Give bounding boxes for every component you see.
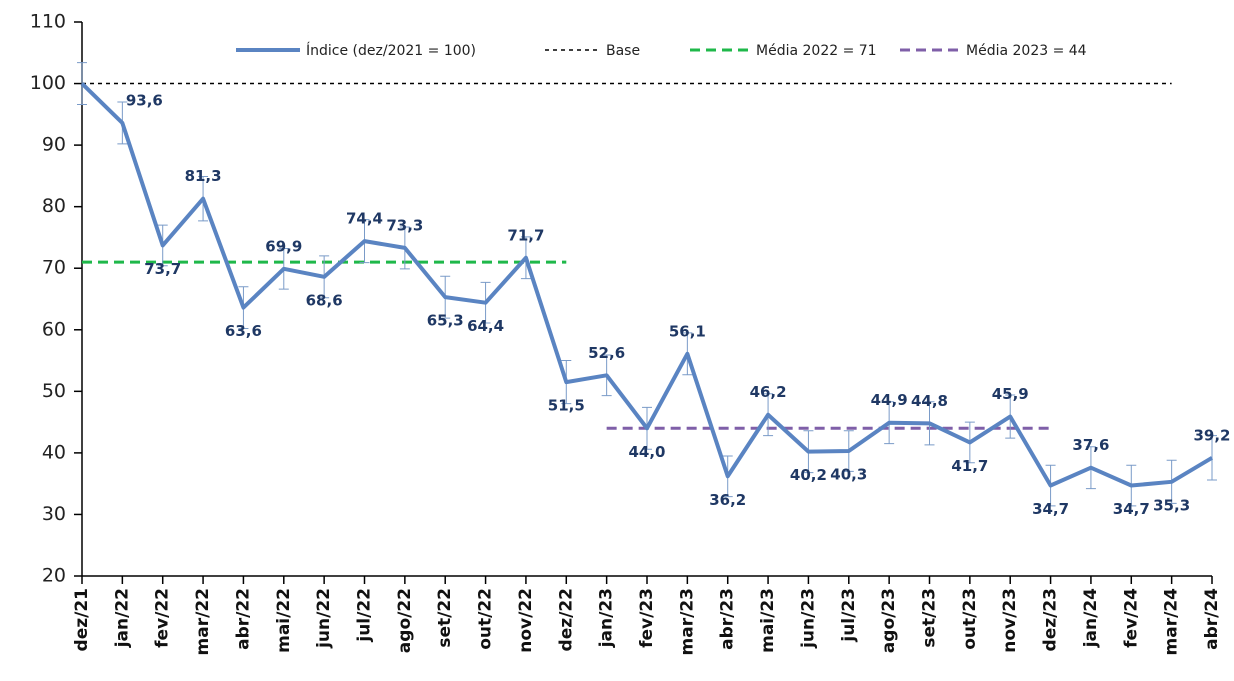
x-tick-label: abr/24 [1202, 588, 1222, 650]
data-line [80, 82, 1214, 488]
value-label: 39,2 [1193, 426, 1230, 444]
x-tick-label: dez/23 [1041, 588, 1061, 651]
y-tick-label: 20 [42, 565, 66, 587]
x-tick-label: abr/23 [718, 588, 738, 650]
value-label: 52,6 [588, 344, 625, 362]
value-label: 51,5 [548, 397, 585, 415]
y-tick-label: 40 [42, 441, 66, 463]
x-tick-label: nov/23 [1000, 588, 1020, 653]
value-label: 41,7 [951, 457, 988, 475]
x-tick-label: fev/24 [1121, 588, 1141, 648]
x-tick-label: dez/22 [556, 588, 576, 651]
x-tick-label: mai/22 [274, 588, 294, 653]
y-tick-label: 70 [42, 257, 66, 279]
value-label: 63,6 [225, 322, 262, 340]
x-tick-label: jan/23 [597, 588, 617, 648]
y-tick-label: 110 [30, 11, 66, 33]
legend-label: Média 2022 = 71 [756, 43, 877, 59]
value-label: 45,9 [992, 385, 1029, 403]
x-tick-label: fev/23 [637, 588, 657, 648]
value-label: 74,4 [346, 210, 383, 228]
y-tick-label: 30 [42, 503, 66, 525]
x-tick-label: out/22 [476, 588, 496, 650]
x-tick-label: set/23 [920, 588, 940, 648]
value-label: 35,3 [1153, 496, 1190, 514]
value-label: 69,9 [265, 237, 302, 255]
y-tick-label: 80 [42, 195, 66, 217]
legend-label: Base [606, 43, 640, 59]
x-tick-label: mar/22 [193, 588, 213, 655]
value-label: 68,6 [306, 291, 343, 309]
error-bar [1207, 435, 1217, 481]
x-tick-label: set/22 [435, 588, 455, 648]
value-label: 73,7 [144, 260, 181, 278]
y-tick-label: 50 [42, 380, 66, 402]
x-tick-label: dez/21 [72, 588, 92, 651]
x-tick-label: mai/23 [758, 588, 778, 653]
value-label: 40,2 [790, 466, 827, 484]
y-tick-label: 90 [42, 134, 66, 156]
x-tick-label: jun/23 [798, 588, 818, 649]
x-tick-label: mar/24 [1162, 588, 1182, 656]
value-label: 44,8 [911, 392, 948, 410]
value-label: 34,7 [1113, 500, 1150, 518]
value-label: 36,2 [709, 491, 746, 509]
value-label: 46,2 [750, 383, 787, 401]
x-tick-label: ago/22 [395, 588, 415, 653]
x-tick-label: nov/22 [516, 588, 536, 653]
value-label: 73,3 [386, 216, 423, 234]
value-label: 64,4 [467, 317, 504, 335]
x-tick-label: abr/22 [233, 588, 253, 650]
legend-label: Índice (dez/2021 = 100) [306, 42, 476, 59]
y-tick-label: 100 [30, 72, 66, 94]
x-tick-label: jul/22 [355, 588, 375, 643]
value-label: 56,1 [669, 322, 706, 340]
x-tick-label: jan/24 [1081, 588, 1101, 648]
x-tick-label: jul/23 [839, 588, 859, 643]
x-tick-label: fev/22 [153, 588, 173, 648]
value-label: 34,7 [1032, 500, 1069, 518]
value-label: 71,7 [507, 226, 544, 244]
value-label: 37,6 [1072, 436, 1109, 454]
legend-label: Média 2023 = 44 [966, 43, 1087, 59]
value-label: 65,3 [427, 312, 464, 330]
error-bar [77, 62, 87, 105]
value-label: 44,0 [628, 443, 665, 461]
x-tick-label: ago/23 [879, 588, 899, 653]
value-label: 81,3 [185, 167, 222, 185]
y-tick-label: 60 [42, 318, 66, 340]
value-label: 93,6 [126, 91, 163, 109]
x-tick-label: jan/22 [112, 588, 132, 648]
x-tick-label: out/23 [960, 588, 980, 650]
x-tick-label: mar/23 [677, 588, 697, 655]
x-tick-label: jun/22 [314, 588, 334, 649]
value-label: 40,3 [830, 466, 867, 484]
value-label: 44,9 [871, 391, 908, 409]
